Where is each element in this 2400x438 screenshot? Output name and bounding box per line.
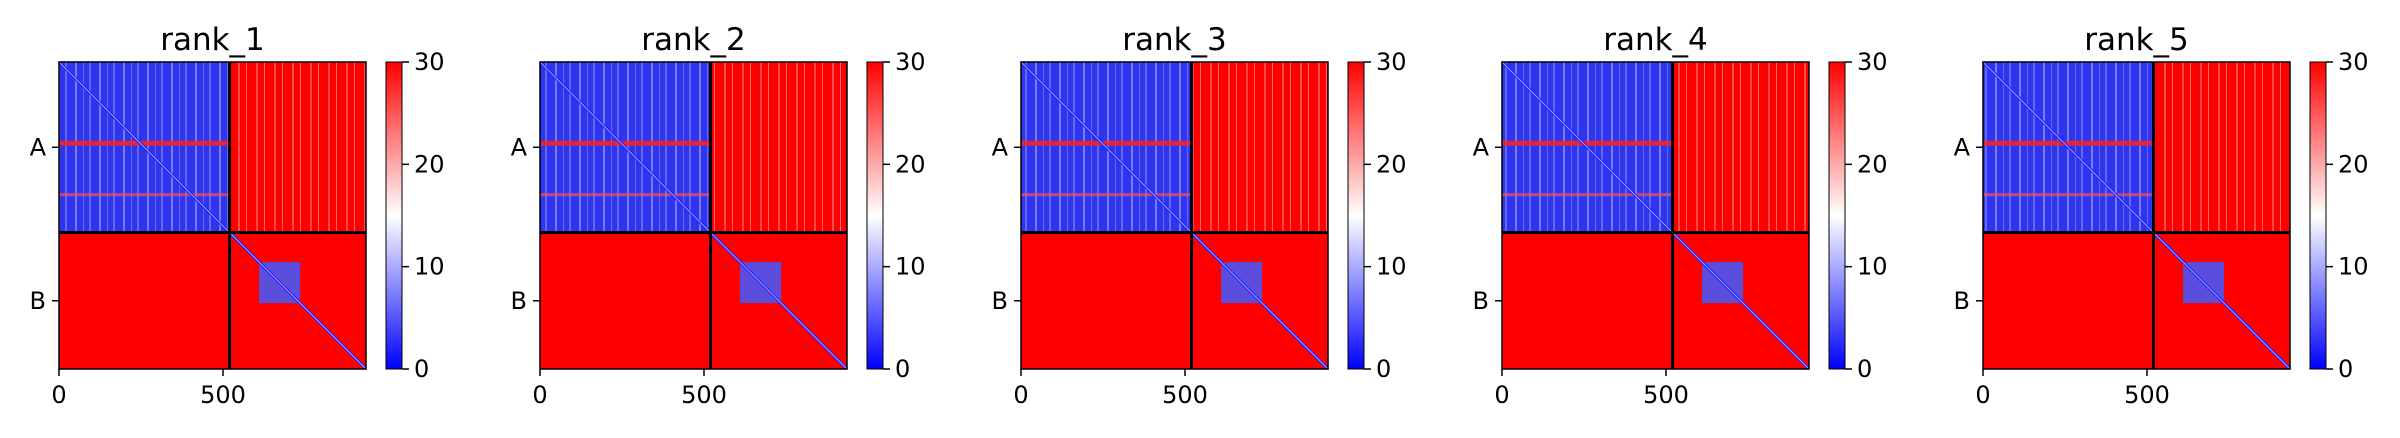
- colorbar-tick-label: 30: [1376, 48, 1407, 76]
- x-tick-label: 500: [2124, 381, 2170, 409]
- pae-panel-1: rank_1 A B 0 500 0 10 20 30: [30, 22, 445, 409]
- y-tick-label: B: [1473, 287, 1489, 315]
- diagonal-highlight: [58, 61, 367, 370]
- colorbar-tick-label: 20: [2338, 150, 2369, 178]
- panel-title: rank_5: [2084, 22, 2189, 58]
- block-a-a-band: [1983, 193, 2154, 197]
- colorbar-tick-label: 10: [1857, 253, 1888, 281]
- y-tick-label: A: [30, 133, 47, 161]
- x-tick-label: 0: [1013, 381, 1028, 409]
- block-a-b-texture: [710, 62, 847, 233]
- y-tick-label: B: [1954, 287, 1970, 315]
- block-a-a-band: [540, 193, 711, 197]
- colorbar-tick-label: 0: [895, 355, 910, 383]
- block-a-b-texture: [1191, 62, 1328, 233]
- y-tick-label: A: [1954, 133, 1971, 161]
- y-tick-label: B: [30, 287, 46, 315]
- y-tick-label: B: [511, 287, 527, 315]
- pae-panel-5: rank_5 A B 0 500 0 10 20 30: [1954, 22, 2369, 409]
- plot-frame: [1020, 61, 1329, 370]
- panel-title: rank_3: [1122, 22, 1227, 58]
- colorbar-tick-label: 0: [1857, 355, 1872, 383]
- x-tick-label: 0: [532, 381, 547, 409]
- colorbar-tick-label: 20: [1857, 150, 1888, 178]
- block-a-b-texture: [229, 62, 366, 233]
- x-tick-label: 0: [1975, 381, 1990, 409]
- y-tick-label: A: [992, 133, 1009, 161]
- panel-title: rank_1: [160, 22, 265, 58]
- colorbar-tick-label: 30: [414, 48, 445, 76]
- block-a-a-band: [1502, 140, 1673, 146]
- colorbar-tick-label: 10: [1376, 253, 1407, 281]
- y-tick-label: A: [1473, 133, 1490, 161]
- diagonal-highlight: [539, 61, 848, 370]
- block-a-a-band: [540, 140, 711, 146]
- block-a-a-band: [1021, 193, 1192, 197]
- block-a-a-band: [1983, 140, 2154, 146]
- colorbar-tick-label: 30: [1857, 48, 1888, 76]
- pae-panel-3: rank_3 A B 0 500 0 10 20 30: [992, 22, 1407, 409]
- x-tick-label: 0: [51, 381, 66, 409]
- colorbar-tick-label: 0: [1376, 355, 1391, 383]
- colorbar-tick-label: 0: [414, 355, 429, 383]
- colorbar-tick-label: 10: [2338, 253, 2369, 281]
- block-a-a-band: [59, 140, 230, 146]
- colorbar: [1347, 61, 1365, 370]
- x-tick-label: 500: [1643, 381, 1689, 409]
- y-tick-label: B: [992, 287, 1008, 315]
- block-a-b-texture: [2153, 62, 2290, 233]
- panel-title: rank_2: [641, 22, 746, 58]
- block-a-a-band: [59, 193, 230, 197]
- plot-frame: [539, 61, 848, 370]
- colorbar-tick-label: 30: [895, 48, 926, 76]
- colorbar-tick-label: 20: [414, 150, 445, 178]
- x-tick-label: 500: [200, 381, 246, 409]
- diagonal-highlight: [1020, 61, 1329, 370]
- block-a-a-band: [1502, 193, 1673, 197]
- plot-frame: [58, 61, 367, 370]
- diagonal-highlight: [1982, 61, 2291, 370]
- panel-title: rank_4: [1603, 22, 1708, 58]
- y-tick-label: A: [511, 133, 528, 161]
- plot-frame: [1501, 61, 1810, 370]
- x-tick-label: 500: [681, 381, 727, 409]
- pae-panel-4: rank_4 A B 0 500 0 10 20 30: [1473, 22, 1888, 409]
- colorbar-tick-label: 0: [2338, 355, 2353, 383]
- colorbar-tick-label: 20: [895, 150, 926, 178]
- block-a-b-texture: [1672, 62, 1809, 233]
- colorbar: [385, 61, 403, 370]
- x-tick-label: 500: [1162, 381, 1208, 409]
- block-a-a-band: [1021, 140, 1192, 146]
- colorbar: [1828, 61, 1846, 370]
- colorbar-tick-label: 30: [2338, 48, 2369, 76]
- diagonal-highlight: [1501, 61, 1810, 370]
- colorbar: [2309, 61, 2327, 370]
- colorbar-tick-label: 10: [414, 253, 445, 281]
- pae-panel-2: rank_2 A B 0 500 0 10 20 30: [511, 22, 926, 409]
- plot-frame: [1982, 61, 2291, 370]
- x-tick-label: 0: [1494, 381, 1509, 409]
- colorbar: [866, 61, 884, 370]
- colorbar-tick-label: 10: [895, 253, 926, 281]
- colorbar-tick-label: 20: [1376, 150, 1407, 178]
